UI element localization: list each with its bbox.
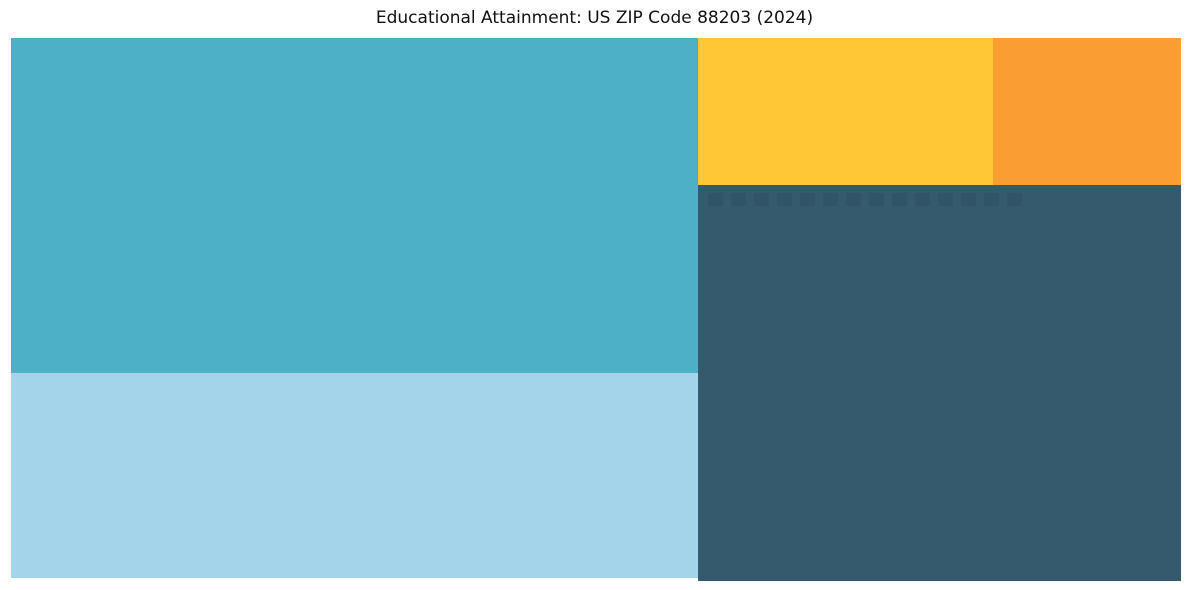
treemap-tile-dark-slate — [698, 185, 1181, 581]
treemap-tile-teal — [11, 38, 698, 373]
treemap-tile-yellow — [698, 38, 993, 185]
treemap-tile-light-blue — [11, 373, 698, 578]
treemap-tile-orange — [993, 38, 1181, 185]
chart-title: Educational Attainment: US ZIP Code 8820… — [375, 8, 814, 28]
